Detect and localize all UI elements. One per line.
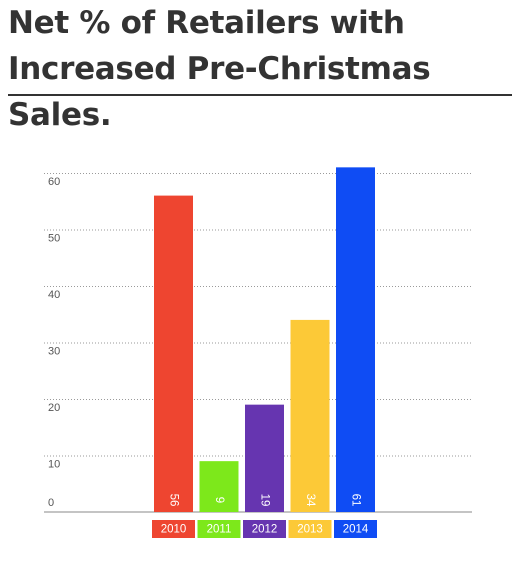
bar-value-label-2014: 61: [350, 494, 362, 507]
y-tick-label-60: 60: [48, 176, 60, 188]
category-label-2010: 2010: [161, 524, 187, 536]
bar-2014: [336, 167, 375, 512]
bar-value-label-2010: 56: [168, 494, 180, 507]
bar-2012: [245, 404, 284, 512]
y-tick-label-40: 40: [48, 289, 60, 301]
category-label-2014: 2014: [343, 524, 369, 536]
y-axis-ticks: 0 10 20 30 40 50 60: [48, 176, 60, 509]
category-chip-2010: [152, 520, 195, 538]
y-tick-label-30: 30: [48, 346, 60, 358]
title-underline: [8, 94, 512, 96]
category-labels: 2010 2011 2012 2013 2014: [152, 520, 377, 538]
bar-2013: [290, 319, 330, 512]
category-chip-2014: [334, 520, 377, 538]
category-chip-2013: [288, 520, 332, 538]
y-tick-label-0: 0: [48, 497, 54, 509]
category-chip-2012: [243, 520, 286, 538]
bar-2011: [199, 461, 239, 512]
bar-value-label-2013: 34: [304, 494, 316, 507]
chart-title-line-2: Increased Pre-Christmas Sales.: [8, 51, 431, 133]
category-chip-2011: [197, 520, 241, 538]
chart-title-line-1: Net % of Retailers with: [8, 5, 405, 41]
y-tick-label-10: 10: [48, 459, 60, 471]
bar-value-label-2012: 19: [259, 494, 271, 507]
bar-2010: [154, 195, 193, 512]
y-tick-label-20: 20: [48, 402, 60, 414]
bars: 56 9 19 34 61: [154, 167, 375, 512]
bar-value-label-2011: 9: [213, 497, 225, 503]
category-label-2013: 2013: [297, 524, 323, 536]
chart-title: Net % of Retailers with Increased Pre-Ch…: [8, 0, 513, 138]
category-label-2011: 2011: [207, 524, 232, 536]
y-tick-label-50: 50: [48, 233, 60, 245]
category-label-2012: 2012: [252, 524, 278, 536]
